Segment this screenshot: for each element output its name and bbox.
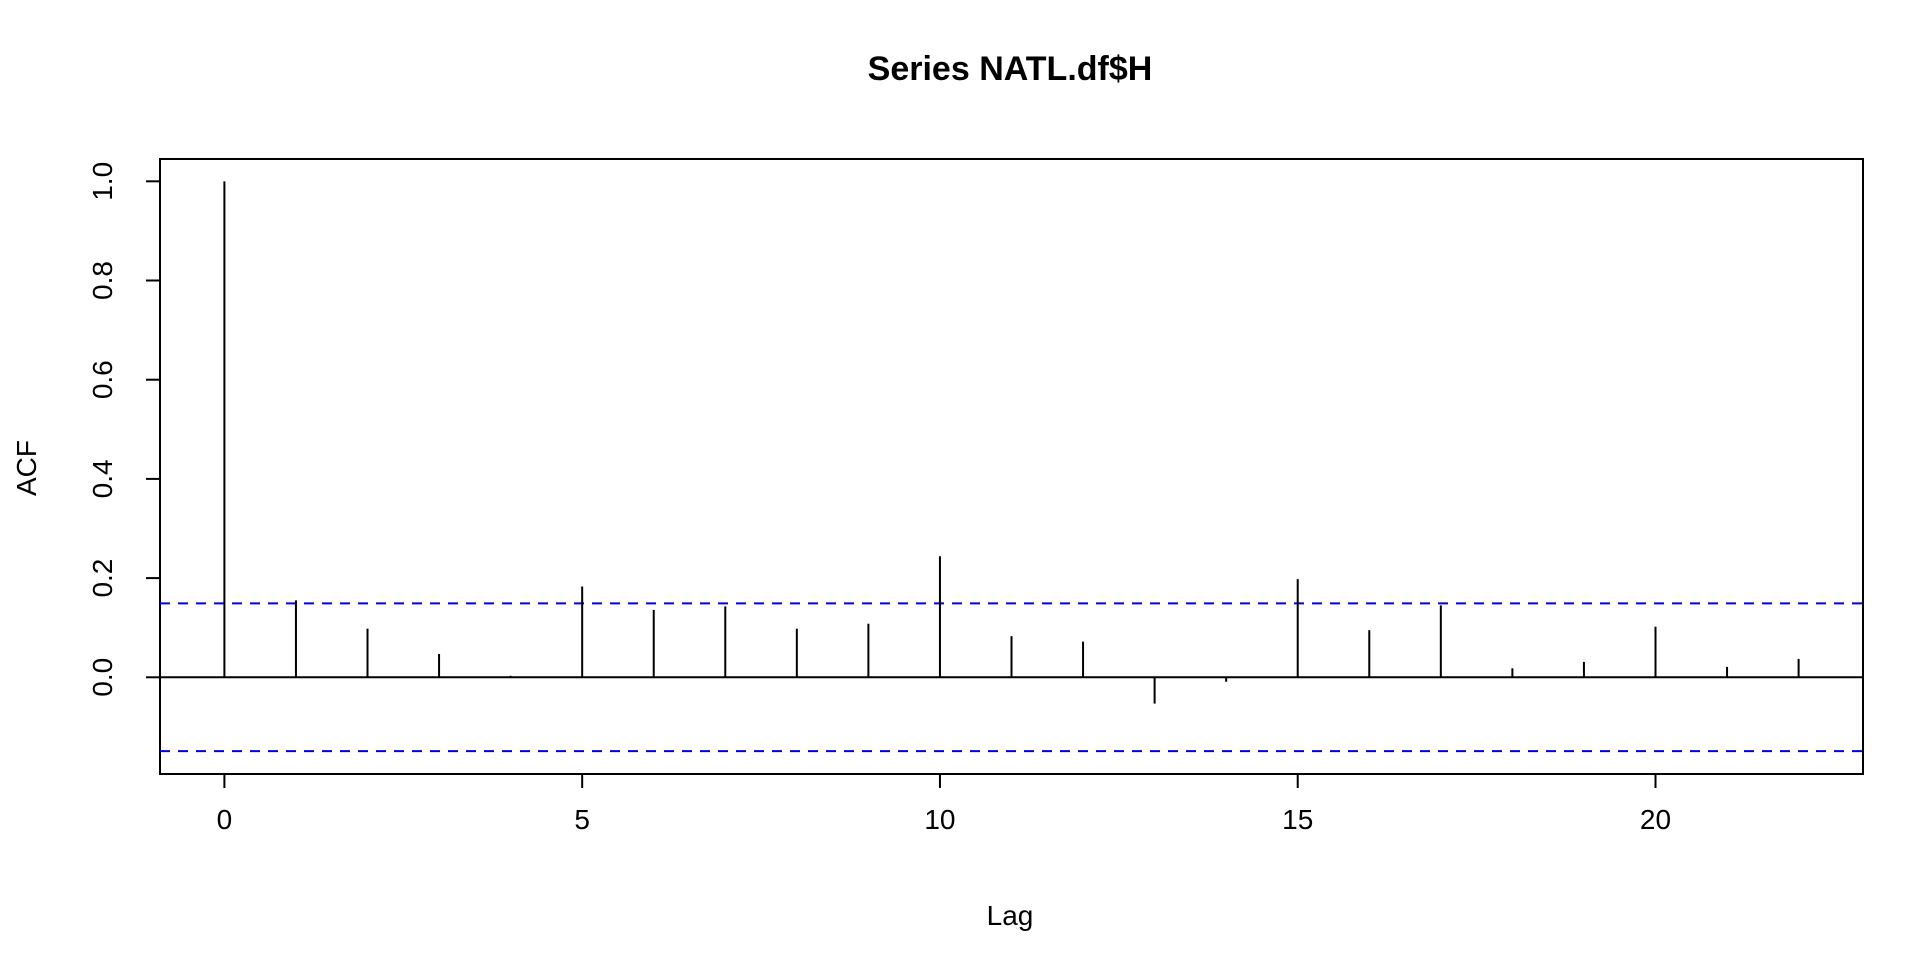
acf-bars <box>223 181 1800 704</box>
x-axis-label: Lag <box>987 900 1034 931</box>
y-tick-label: 0.8 <box>87 261 118 300</box>
x-tick-label: 20 <box>1640 804 1671 835</box>
x-tick-label: 0 <box>217 804 233 835</box>
chart-title: Series NATL.df$H <box>868 50 1153 88</box>
y-tick-label: 0.6 <box>87 360 118 399</box>
y-axis-label: ACF <box>11 440 42 496</box>
y-tick-label: 0.0 <box>87 658 118 697</box>
x-axis: 0 5 10 15 20 <box>217 773 1671 835</box>
plot-frame <box>159 158 1864 775</box>
x-tick-label: 15 <box>1282 804 1313 835</box>
x-tick-label: 10 <box>924 804 955 835</box>
y-tick-label: 1.0 <box>87 162 118 201</box>
x-tick-label: 5 <box>574 804 590 835</box>
y-axis: 0.0 0.2 0.4 0.6 0.8 1.0 <box>87 162 161 697</box>
y-tick-label: 0.2 <box>87 559 118 598</box>
y-tick-label: 0.4 <box>87 459 118 498</box>
